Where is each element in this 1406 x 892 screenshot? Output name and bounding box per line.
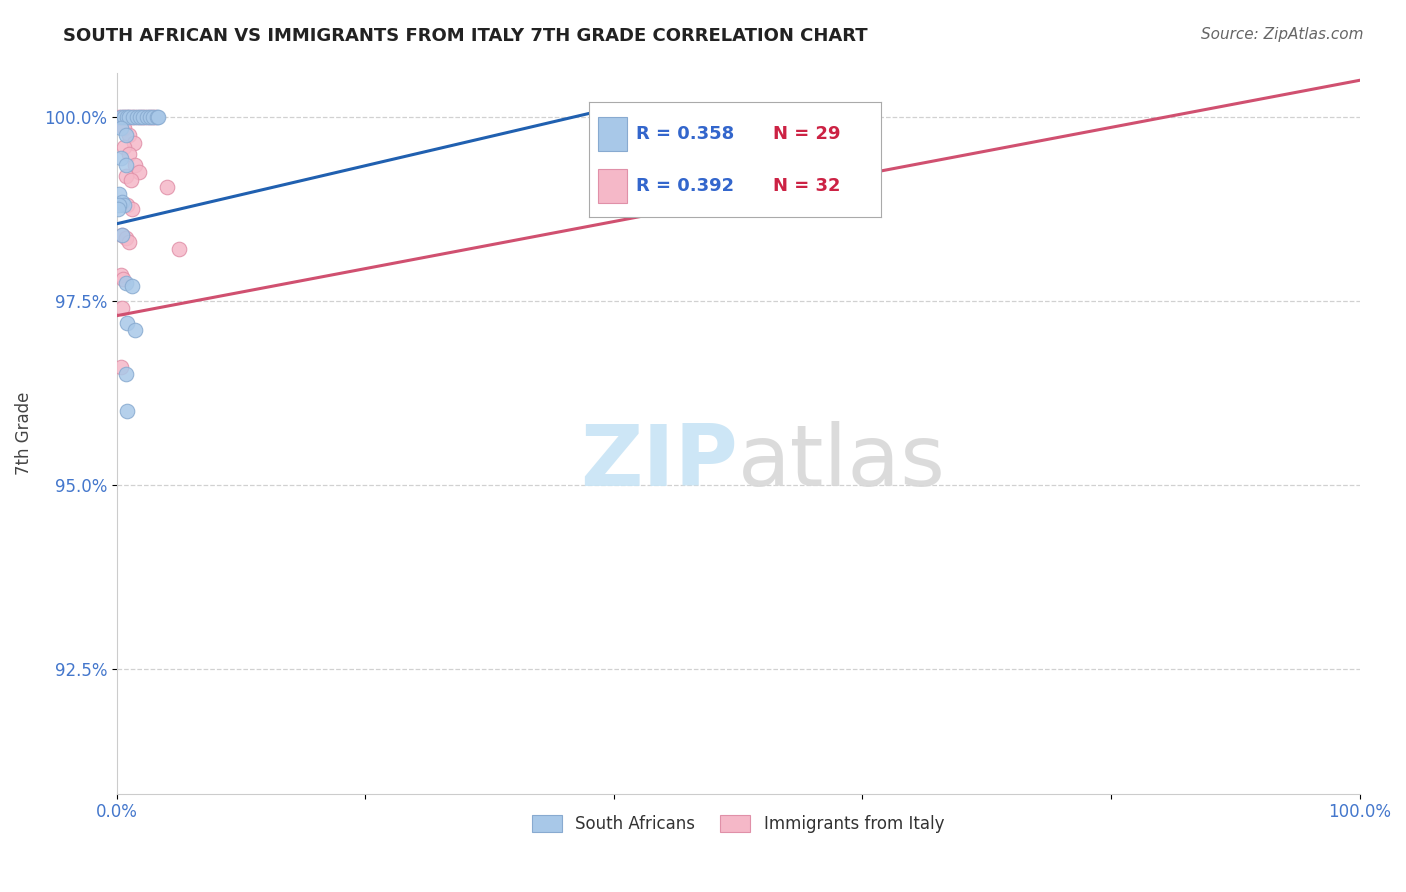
Point bbox=[135, 110, 157, 124]
Point bbox=[112, 272, 135, 286]
Point bbox=[121, 110, 143, 124]
Point bbox=[124, 110, 146, 124]
Point bbox=[110, 268, 132, 283]
Point bbox=[115, 404, 138, 418]
Point bbox=[143, 110, 166, 124]
Point bbox=[128, 110, 150, 124]
Point bbox=[108, 110, 131, 124]
Point bbox=[141, 110, 163, 124]
Point bbox=[138, 110, 160, 124]
Point bbox=[118, 128, 141, 143]
Point bbox=[114, 128, 136, 143]
Point bbox=[122, 110, 145, 124]
Point bbox=[115, 110, 138, 124]
Point bbox=[114, 169, 136, 183]
Point bbox=[112, 198, 135, 212]
Point bbox=[118, 147, 141, 161]
Point bbox=[129, 110, 152, 124]
Point bbox=[115, 198, 138, 212]
Point bbox=[110, 121, 132, 136]
Text: ZIP: ZIP bbox=[581, 421, 738, 504]
Point bbox=[121, 279, 143, 293]
Point bbox=[111, 301, 134, 316]
Point bbox=[114, 231, 136, 245]
Point bbox=[112, 139, 135, 153]
Legend: South Africans, Immigrants from Italy: South Africans, Immigrants from Italy bbox=[526, 808, 950, 839]
Point bbox=[114, 276, 136, 290]
Point bbox=[112, 110, 135, 124]
Point bbox=[118, 110, 141, 124]
Point bbox=[120, 172, 142, 186]
Point bbox=[142, 110, 165, 124]
Point bbox=[131, 110, 153, 124]
Point bbox=[134, 110, 156, 124]
Point bbox=[114, 158, 136, 172]
Point bbox=[121, 202, 143, 216]
Point bbox=[124, 158, 146, 172]
Point bbox=[110, 360, 132, 375]
Text: Source: ZipAtlas.com: Source: ZipAtlas.com bbox=[1201, 27, 1364, 42]
Point bbox=[167, 243, 190, 257]
Point bbox=[128, 165, 150, 179]
Point bbox=[111, 194, 134, 209]
Point bbox=[145, 110, 167, 124]
Point bbox=[122, 136, 145, 150]
Point bbox=[110, 151, 132, 165]
Point bbox=[111, 227, 134, 242]
Point bbox=[111, 227, 134, 242]
Point bbox=[118, 110, 141, 124]
Point bbox=[108, 187, 131, 202]
Text: SOUTH AFRICAN VS IMMIGRANTS FROM ITALY 7TH GRADE CORRELATION CHART: SOUTH AFRICAN VS IMMIGRANTS FROM ITALY 7… bbox=[63, 27, 868, 45]
Point bbox=[115, 316, 138, 330]
Point bbox=[124, 323, 146, 337]
Point bbox=[114, 110, 136, 124]
Point bbox=[146, 110, 169, 124]
Y-axis label: 7th Grade: 7th Grade bbox=[15, 392, 32, 475]
Point bbox=[139, 110, 162, 124]
Point bbox=[114, 368, 136, 382]
Point bbox=[107, 202, 129, 216]
Point bbox=[125, 110, 148, 124]
Point bbox=[155, 180, 177, 194]
Point bbox=[112, 121, 135, 136]
Point bbox=[108, 198, 131, 212]
Point bbox=[118, 235, 141, 249]
Point bbox=[132, 110, 155, 124]
Point bbox=[112, 110, 135, 124]
Text: atlas: atlas bbox=[738, 421, 946, 504]
Point bbox=[110, 110, 132, 124]
